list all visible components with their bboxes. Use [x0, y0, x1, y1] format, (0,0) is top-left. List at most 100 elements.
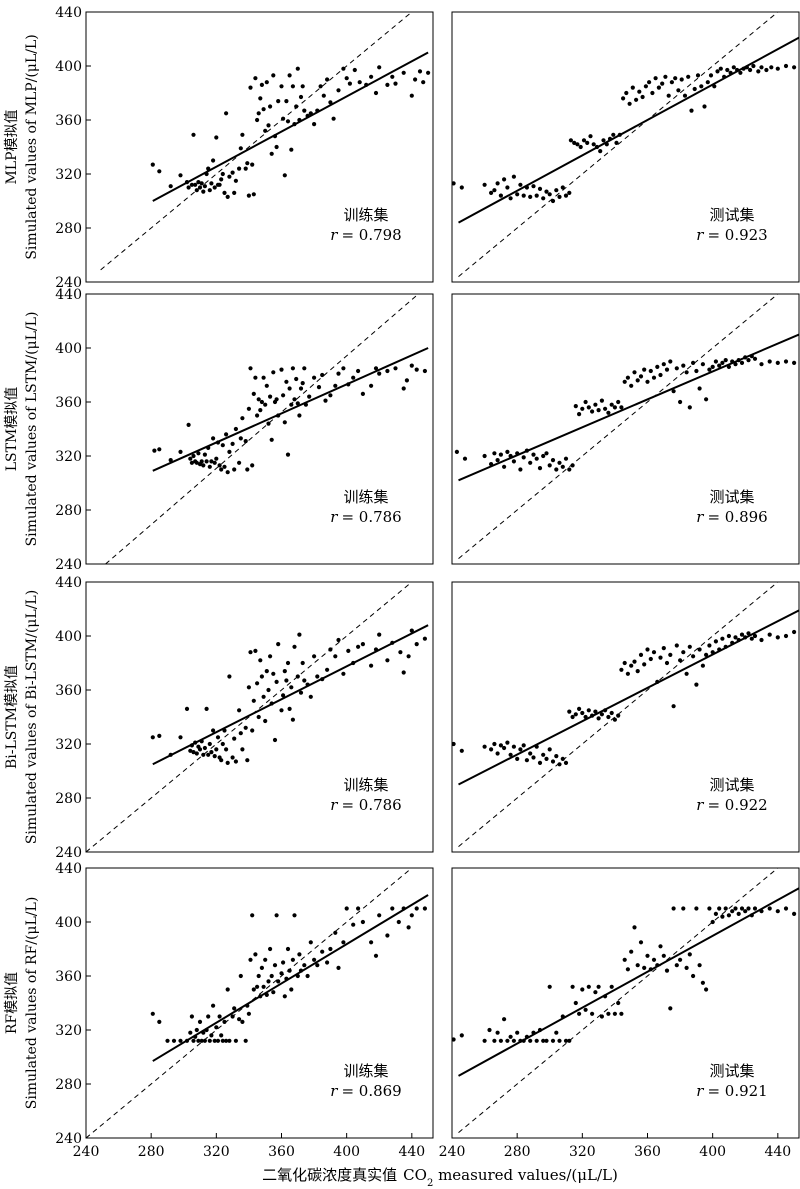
data-point: [783, 633, 789, 639]
data-point: [251, 391, 256, 396]
data-point: [217, 182, 222, 187]
data-point: [321, 93, 326, 98]
data-point: [263, 718, 268, 724]
data-point: [328, 100, 333, 105]
data-point: [351, 922, 356, 927]
plot-frame: [451, 11, 800, 283]
data-point: [401, 386, 406, 391]
data-point: [651, 957, 657, 962]
data-point: [258, 994, 263, 999]
x-axis-title: 二氧化碳浓度真实值 CO2 measured values/(μL/L): [262, 1166, 618, 1189]
data-point: [274, 144, 279, 150]
data-point: [554, 188, 559, 193]
data-point: [638, 374, 644, 379]
y-tick-label: 280: [55, 1077, 82, 1093]
data-point: [648, 656, 653, 662]
data-point: [168, 752, 173, 757]
data-point: [253, 375, 258, 380]
y-tick-label: 320: [55, 737, 82, 753]
data-point: [214, 1025, 219, 1030]
data-point: [694, 906, 699, 911]
data-point: [518, 182, 523, 187]
data-point: [233, 426, 238, 432]
data-point: [398, 650, 403, 655]
data-point: [752, 633, 758, 639]
data-point: [730, 909, 735, 914]
data-point: [744, 65, 750, 70]
x-tick-label: 240: [439, 1144, 466, 1160]
data-point: [246, 685, 251, 690]
data-point: [328, 647, 333, 652]
data-point: [225, 194, 230, 199]
data-point: [211, 436, 216, 441]
data-point: [735, 67, 740, 73]
data-point: [741, 66, 746, 71]
data-point: [259, 674, 264, 679]
data-point: [752, 356, 758, 361]
data-point: [282, 669, 287, 674]
data-point: [285, 119, 291, 124]
data-point: [531, 452, 536, 457]
data-point: [188, 456, 193, 461]
data-point: [207, 1038, 212, 1043]
data-point: [263, 402, 268, 407]
y-axis-title-cn: MLP模拟值: [4, 109, 20, 184]
data-point: [377, 632, 382, 637]
data-point: [658, 944, 663, 949]
data-point: [674, 366, 679, 371]
data-point: [547, 984, 552, 989]
scatter-panel-lstm-test: 测试集 r = 0.896: [451, 293, 800, 565]
data-point: [246, 1011, 251, 1016]
r-value: = 0.798: [341, 226, 401, 244]
data-point: [736, 911, 741, 917]
data-point: [193, 182, 198, 187]
data-point: [686, 74, 691, 79]
y-tick-label: 360: [55, 113, 82, 129]
data-point: [219, 467, 224, 472]
fit-line: [152, 347, 429, 472]
data-point: [157, 733, 162, 739]
data-point: [534, 456, 539, 461]
data-point: [700, 980, 706, 985]
data-point: [295, 973, 300, 979]
data-point: [492, 188, 497, 193]
data-point: [726, 633, 732, 639]
data-point: [684, 965, 689, 971]
data-point: [568, 138, 574, 143]
data-point: [495, 1030, 500, 1035]
data-point: [422, 368, 427, 374]
data-point: [385, 933, 390, 938]
data-point: [323, 398, 328, 403]
data-point: [287, 968, 292, 973]
data-point: [759, 637, 764, 643]
data-point: [505, 1038, 510, 1043]
data-point: [492, 451, 497, 456]
data-point: [684, 370, 689, 375]
data-point: [710, 364, 715, 369]
data-point: [661, 953, 666, 958]
correlation-label: r = 0.922: [696, 796, 767, 814]
data-point: [401, 670, 406, 675]
data-point: [521, 743, 526, 748]
plot-area: [452, 12, 799, 277]
data-point: [245, 1003, 250, 1008]
data-point: [191, 453, 196, 459]
data-point: [767, 906, 772, 911]
data-point: [336, 965, 341, 971]
data-point: [279, 708, 284, 713]
data-point: [189, 460, 194, 465]
data-point: [320, 949, 325, 954]
data-point: [736, 637, 741, 643]
data-point: [220, 443, 225, 448]
r-symbol: r: [696, 796, 704, 814]
data-point: [681, 363, 686, 368]
data-point: [209, 459, 214, 464]
data-point: [217, 463, 222, 468]
data-point: [194, 751, 199, 756]
data-point: [269, 701, 274, 706]
data-point: [204, 171, 209, 177]
data-point: [281, 393, 286, 398]
x-tick-label: 360: [268, 1144, 295, 1160]
fit-line: [458, 333, 799, 482]
data-point: [268, 394, 273, 399]
